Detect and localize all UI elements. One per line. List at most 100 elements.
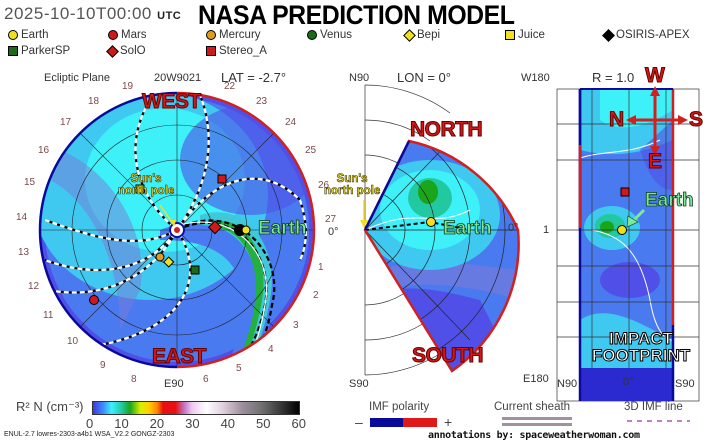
rim-tick: 14: [16, 212, 28, 223]
colorbar-tick: 40: [220, 416, 236, 431]
rim-tick: 10: [67, 336, 79, 347]
page-title: NASA PREDICTION MODEL: [198, 0, 515, 30]
rim-tick: 3: [293, 320, 299, 331]
parkersp-marker-icon: [8, 46, 18, 56]
legend-venus: Venus: [307, 29, 352, 41]
mars-marker: [89, 295, 99, 305]
meridional-bottom-label: S90: [349, 378, 369, 390]
earth-marker-icon: [8, 30, 18, 40]
meridional-zero-label: 0°: [508, 222, 519, 234]
legend-label: Bepi: [417, 29, 441, 41]
colorbar: [92, 401, 300, 415]
rim-tick: 5: [236, 363, 242, 374]
footprint-top-left-label: W180: [521, 72, 550, 84]
rim-tick: 18: [88, 96, 100, 107]
colorbar-label: R² N (cm⁻³): [16, 399, 84, 414]
rim-tick: 1: [318, 262, 324, 273]
colorbar-tick: 30: [185, 416, 200, 431]
imf-minus: –: [355, 414, 363, 430]
legend-stereo-a: Stereo_A: [206, 45, 267, 57]
west-label: WEST: [142, 90, 202, 114]
rim-tick: 19: [122, 81, 134, 92]
imf-polarity-title: IMF polarity: [369, 401, 430, 413]
compass-e: E: [648, 150, 663, 174]
timezone: UTC: [157, 10, 182, 22]
rim-tick: 13: [18, 247, 30, 258]
sun-label-line1: Sun's: [336, 173, 368, 186]
imf-line-title: 3D IMF line: [624, 401, 683, 413]
rim-tick: 15: [24, 177, 36, 188]
timestamp-value: 2025-10-10T00:00: [4, 4, 152, 23]
legend-label: ParkerSP: [21, 45, 71, 57]
colorbar-tick: 20: [149, 416, 165, 431]
earth-marker: [241, 225, 251, 235]
timestamp: 2025-10-10T00:00 UTC: [4, 4, 181, 24]
model-info: ENUL-2.7 lowres-2303-a4b1 WSA_V2.2 GONGZ…: [4, 431, 175, 438]
rim-tick: 11: [43, 310, 54, 321]
legend-label: OSIRIS-APEX: [616, 29, 690, 41]
meridional-earth-label: Earth: [443, 218, 492, 240]
meridional-sun-label: Sun's north pole: [324, 173, 381, 198]
legend-label: Juice: [518, 29, 545, 41]
compass-w: W: [644, 64, 665, 88]
footprint-earth-label: Earth: [645, 190, 694, 212]
stereo-a-marker: [217, 174, 227, 184]
sun-label-line1: Sun's: [130, 173, 162, 186]
lon-label: LON = 0°: [397, 70, 451, 85]
ecliptic-sun-label: Sun's north pole: [118, 173, 175, 198]
rim-tick: 17: [60, 117, 72, 128]
legend-mercury: Mercury: [206, 29, 261, 41]
rim-tick: 9: [100, 360, 106, 371]
legend-label: Mercury: [219, 29, 261, 41]
rim-tick: 27: [325, 214, 337, 225]
mars-marker-icon: [108, 30, 118, 40]
ecliptic-earth-label: Earth: [258, 218, 307, 240]
rim-tick: 6: [203, 374, 209, 385]
bepi-marker: [163, 256, 175, 268]
rim-tick: 8: [131, 374, 137, 385]
rim-tick: 26: [318, 180, 330, 191]
impact-line2: FOOTPRINT: [591, 346, 691, 365]
colorbar-tick: 60: [291, 416, 306, 431]
compass-s: S: [689, 108, 704, 132]
ecliptic-zero-label: 0°: [328, 226, 339, 238]
r-label: R = 1.0: [592, 70, 635, 85]
legend-juice: Juice: [505, 29, 545, 41]
legend-label: Earth: [21, 29, 49, 41]
colorbar-tick: 10: [114, 416, 129, 431]
legend-bepi: Bepi: [403, 28, 441, 42]
rim-tick: 25: [305, 145, 317, 156]
sun-label-line2: north pole: [118, 185, 175, 198]
legend-label: Mars: [121, 29, 147, 41]
rim-tick: 23: [256, 96, 268, 107]
rim-tick: 24: [285, 117, 297, 128]
legend-parkersp: ParkerSP: [8, 45, 70, 57]
sun-label-line2: north pole: [324, 185, 381, 198]
legend-label: Venus: [320, 29, 352, 41]
compass-n: N: [609, 108, 625, 132]
ecliptic-top-label: 20W9021: [154, 72, 202, 84]
rim-tick: 12: [28, 281, 40, 292]
footprint-x-tick-s90: S90: [675, 378, 695, 390]
lat-label: LAT = -2.7°: [221, 70, 287, 85]
solo-marker: [207, 220, 223, 235]
legend-label: Stereo_A: [219, 45, 267, 57]
legend-solo: SolO: [106, 44, 146, 58]
rim-tick: 4: [268, 344, 274, 355]
colorbar-tick: 50: [256, 416, 271, 431]
footprint-bottom-left-label: E180: [523, 373, 549, 385]
current-sheath-title: Current sheath: [494, 401, 571, 413]
rim-tick: 22: [224, 81, 236, 92]
parkersp-marker: [190, 265, 200, 275]
east-label: EAST: [151, 345, 207, 369]
legend-mars: Mars: [108, 29, 147, 41]
legend-osiris-apex: OSIRIS-APEX: [602, 28, 690, 42]
legend-label: SolO: [120, 45, 146, 57]
juice-marker-icon: [505, 30, 515, 40]
south-label: SOUTH: [412, 344, 485, 368]
mercury-marker: [155, 252, 165, 262]
footprint-y-tick: 1: [543, 224, 550, 236]
impact-line1: IMPACT: [609, 329, 674, 348]
legend-earth: Earth: [8, 29, 49, 41]
